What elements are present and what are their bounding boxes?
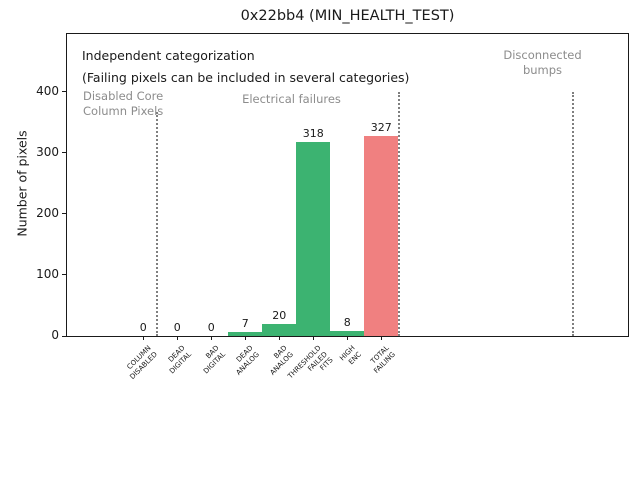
chart-title: 0x22bb4 (MIN_HEALTH_TEST)	[240, 8, 455, 24]
y-tick	[62, 213, 66, 215]
bar-value-label: 7	[241, 317, 249, 330]
section-label-disabled-core-column-pixels: Disabled Core Column Pixels	[83, 89, 163, 119]
x-tick	[346, 336, 348, 340]
y-tick	[62, 335, 66, 337]
bar-value-label: 0	[207, 321, 215, 334]
y-tick-label: 100	[36, 266, 59, 281]
bar-bad-analog	[262, 324, 297, 336]
section-label-line: bumps	[522, 63, 563, 77]
section-separator-disconnected-bumps	[572, 92, 574, 336]
x-tick	[176, 336, 178, 340]
section-label-line: Electrical failures	[242, 92, 341, 106]
bar-value-label: 327	[370, 121, 392, 134]
y-tick	[62, 91, 66, 93]
bar-high-enc	[330, 331, 365, 336]
section-label-line: Column Pixels	[83, 104, 164, 118]
y-tick-label: 0	[51, 328, 59, 342]
annotation-note-line-2: (Failing pixels can be included in sever…	[82, 70, 410, 85]
y-axis-label: Number of pixels	[14, 130, 30, 237]
plot-area: 0 0 0 7 20 318 8 327 Independent categorization (…	[66, 33, 629, 337]
x-tick	[244, 336, 246, 340]
y-tick	[62, 274, 66, 276]
section-label-line: Disconnected	[503, 48, 582, 62]
bar-value-label: 318	[302, 127, 324, 140]
bar-value-label: 0	[139, 321, 147, 334]
annotation-note-line-1: Independent categorization	[82, 48, 255, 63]
x-tick	[142, 336, 144, 340]
bar-value-label: 0	[173, 321, 181, 334]
y-tick-label: 200	[36, 205, 59, 220]
x-tick	[312, 336, 314, 340]
y-tick	[62, 152, 66, 154]
bar-total-failing	[364, 136, 399, 336]
x-tick	[210, 336, 212, 340]
section-label-electrical-failures: Electrical failures	[212, 92, 372, 107]
bar-dead-analog	[228, 332, 263, 336]
section-separator-electrical-failures	[398, 92, 400, 336]
bar-value-label: 8	[343, 316, 351, 329]
section-label-disconnected-bumps: Disconnected bumps	[463, 48, 623, 78]
x-tick	[380, 336, 382, 340]
x-tick	[278, 336, 280, 340]
y-tick-label: 400	[36, 83, 59, 98]
y-tick-label: 300	[36, 144, 59, 159]
section-label-line: Disabled Core	[83, 89, 164, 103]
section-separator-disabled-core-column-pixels	[156, 112, 158, 336]
bar-value-label: 20	[272, 309, 287, 322]
bar-threshold-failed-fits	[296, 142, 331, 336]
